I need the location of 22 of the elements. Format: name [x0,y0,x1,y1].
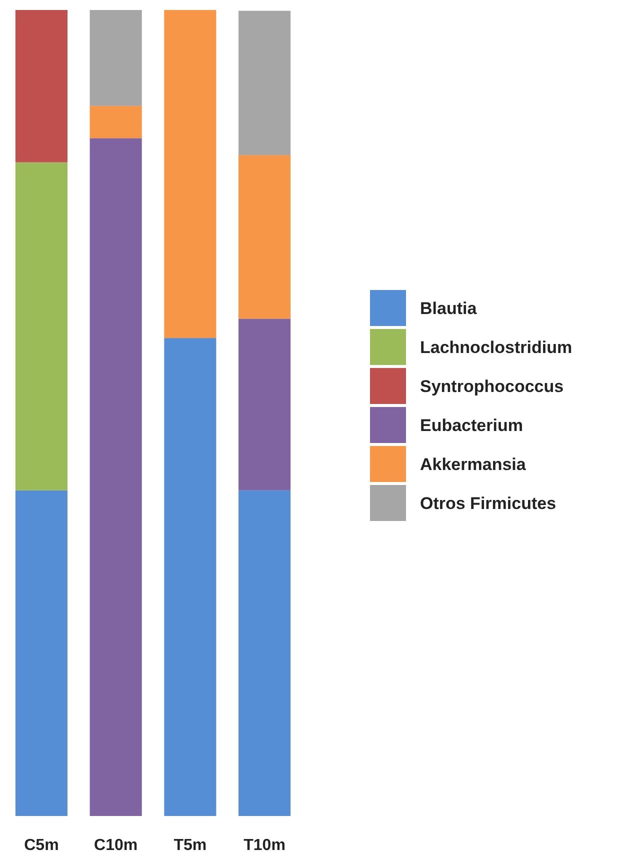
legend-label: Blautia [420,299,478,318]
bar [90,138,142,816]
bar [15,490,68,816]
x-tick-label: T5m [174,837,207,854]
bar [15,10,68,162]
bar [90,10,142,106]
x-tick-label: T10m [244,837,286,854]
legend-label: Eubacterium [420,416,523,435]
x-tick-label: C5m [24,837,59,854]
legend-label: Akkermansia [420,455,526,474]
legend-label: Otros Firmicutes [420,494,556,513]
bar [90,106,142,138]
bar [164,338,216,816]
legend-label: Lachnoclostridium [420,338,572,357]
bar [238,318,291,490]
legend-label: Syntrophococcus [420,377,564,396]
bar [15,162,68,490]
bar [238,10,291,156]
x-tick-label: C10m [94,837,138,854]
bar [238,155,291,319]
bar [238,490,291,816]
bar [164,10,216,338]
